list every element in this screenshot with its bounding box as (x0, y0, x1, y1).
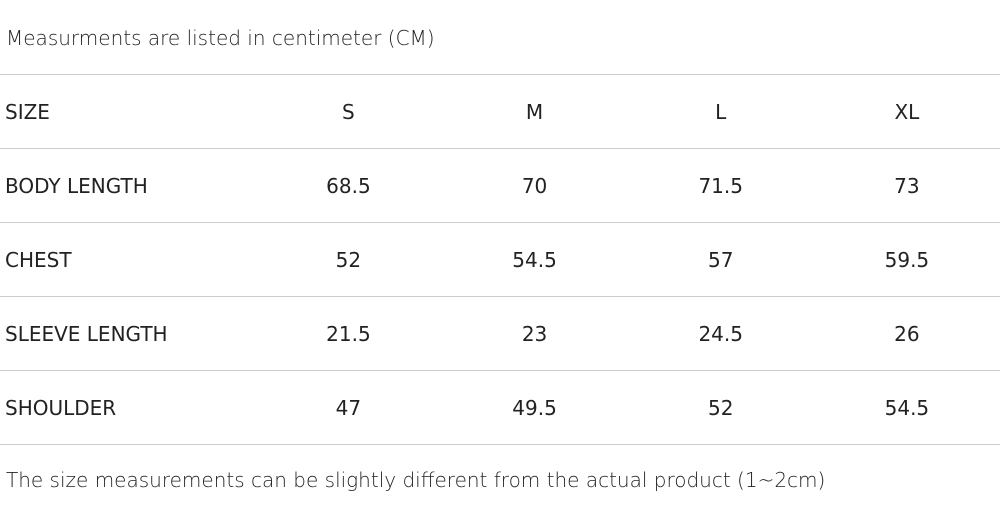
table-cell: 47 (255, 370, 442, 445)
size-table: SIZE S M L XL BODY LENGTH 68.5 70 71.5 73 CHEST 52 5… (0, 74, 1000, 445)
table-cell: 71.5 (627, 148, 814, 223)
table-cell: 59.5 (813, 222, 1000, 297)
table-cell: 26 (813, 296, 1000, 371)
row-label: BODY LENGTH (0, 148, 256, 223)
table-row: CHEST 52 54.5 57 59.5 (0, 222, 1000, 297)
row-label: SIZE (0, 74, 256, 149)
table-cell: 23 (441, 296, 628, 371)
row-label: CHEST (0, 222, 256, 297)
row-label: SLEEVE LENGTH (0, 296, 256, 371)
table-row: SLEEVE LENGTH 21.5 23 24.5 26 (0, 296, 1000, 371)
table-row: SIZE S M L XL (0, 74, 1000, 149)
note-bottom: The size measurements can be slightly di… (6, 468, 826, 492)
table-cell: 68.5 (255, 148, 442, 223)
table-cell: XL (813, 74, 1000, 149)
table-cell: 57 (627, 222, 814, 297)
table-cell: 21.5 (255, 296, 442, 371)
note-top: Measurments are listed in centimeter (CM… (6, 26, 435, 50)
table-cell: L (627, 74, 814, 149)
table-cell: 54.5 (813, 370, 1000, 445)
table-cell: 49.5 (441, 370, 628, 445)
table-row: BODY LENGTH 68.5 70 71.5 73 (0, 148, 1000, 223)
table-body: SIZE S M L XL BODY LENGTH 68.5 70 71.5 73 CHEST 52 5… (0, 74, 1000, 445)
table-cell: 70 (441, 148, 628, 223)
table-cell: 52 (627, 370, 814, 445)
table-cell: 54.5 (441, 222, 628, 297)
table-cell: 24.5 (627, 296, 814, 371)
table-cell: S (255, 74, 442, 149)
table-cell: 52 (255, 222, 442, 297)
row-label: SHOULDER (0, 370, 256, 445)
table-cell: M (441, 74, 628, 149)
table-row: SHOULDER 47 49.5 52 54.5 (0, 370, 1000, 445)
table-cell: 73 (813, 148, 1000, 223)
